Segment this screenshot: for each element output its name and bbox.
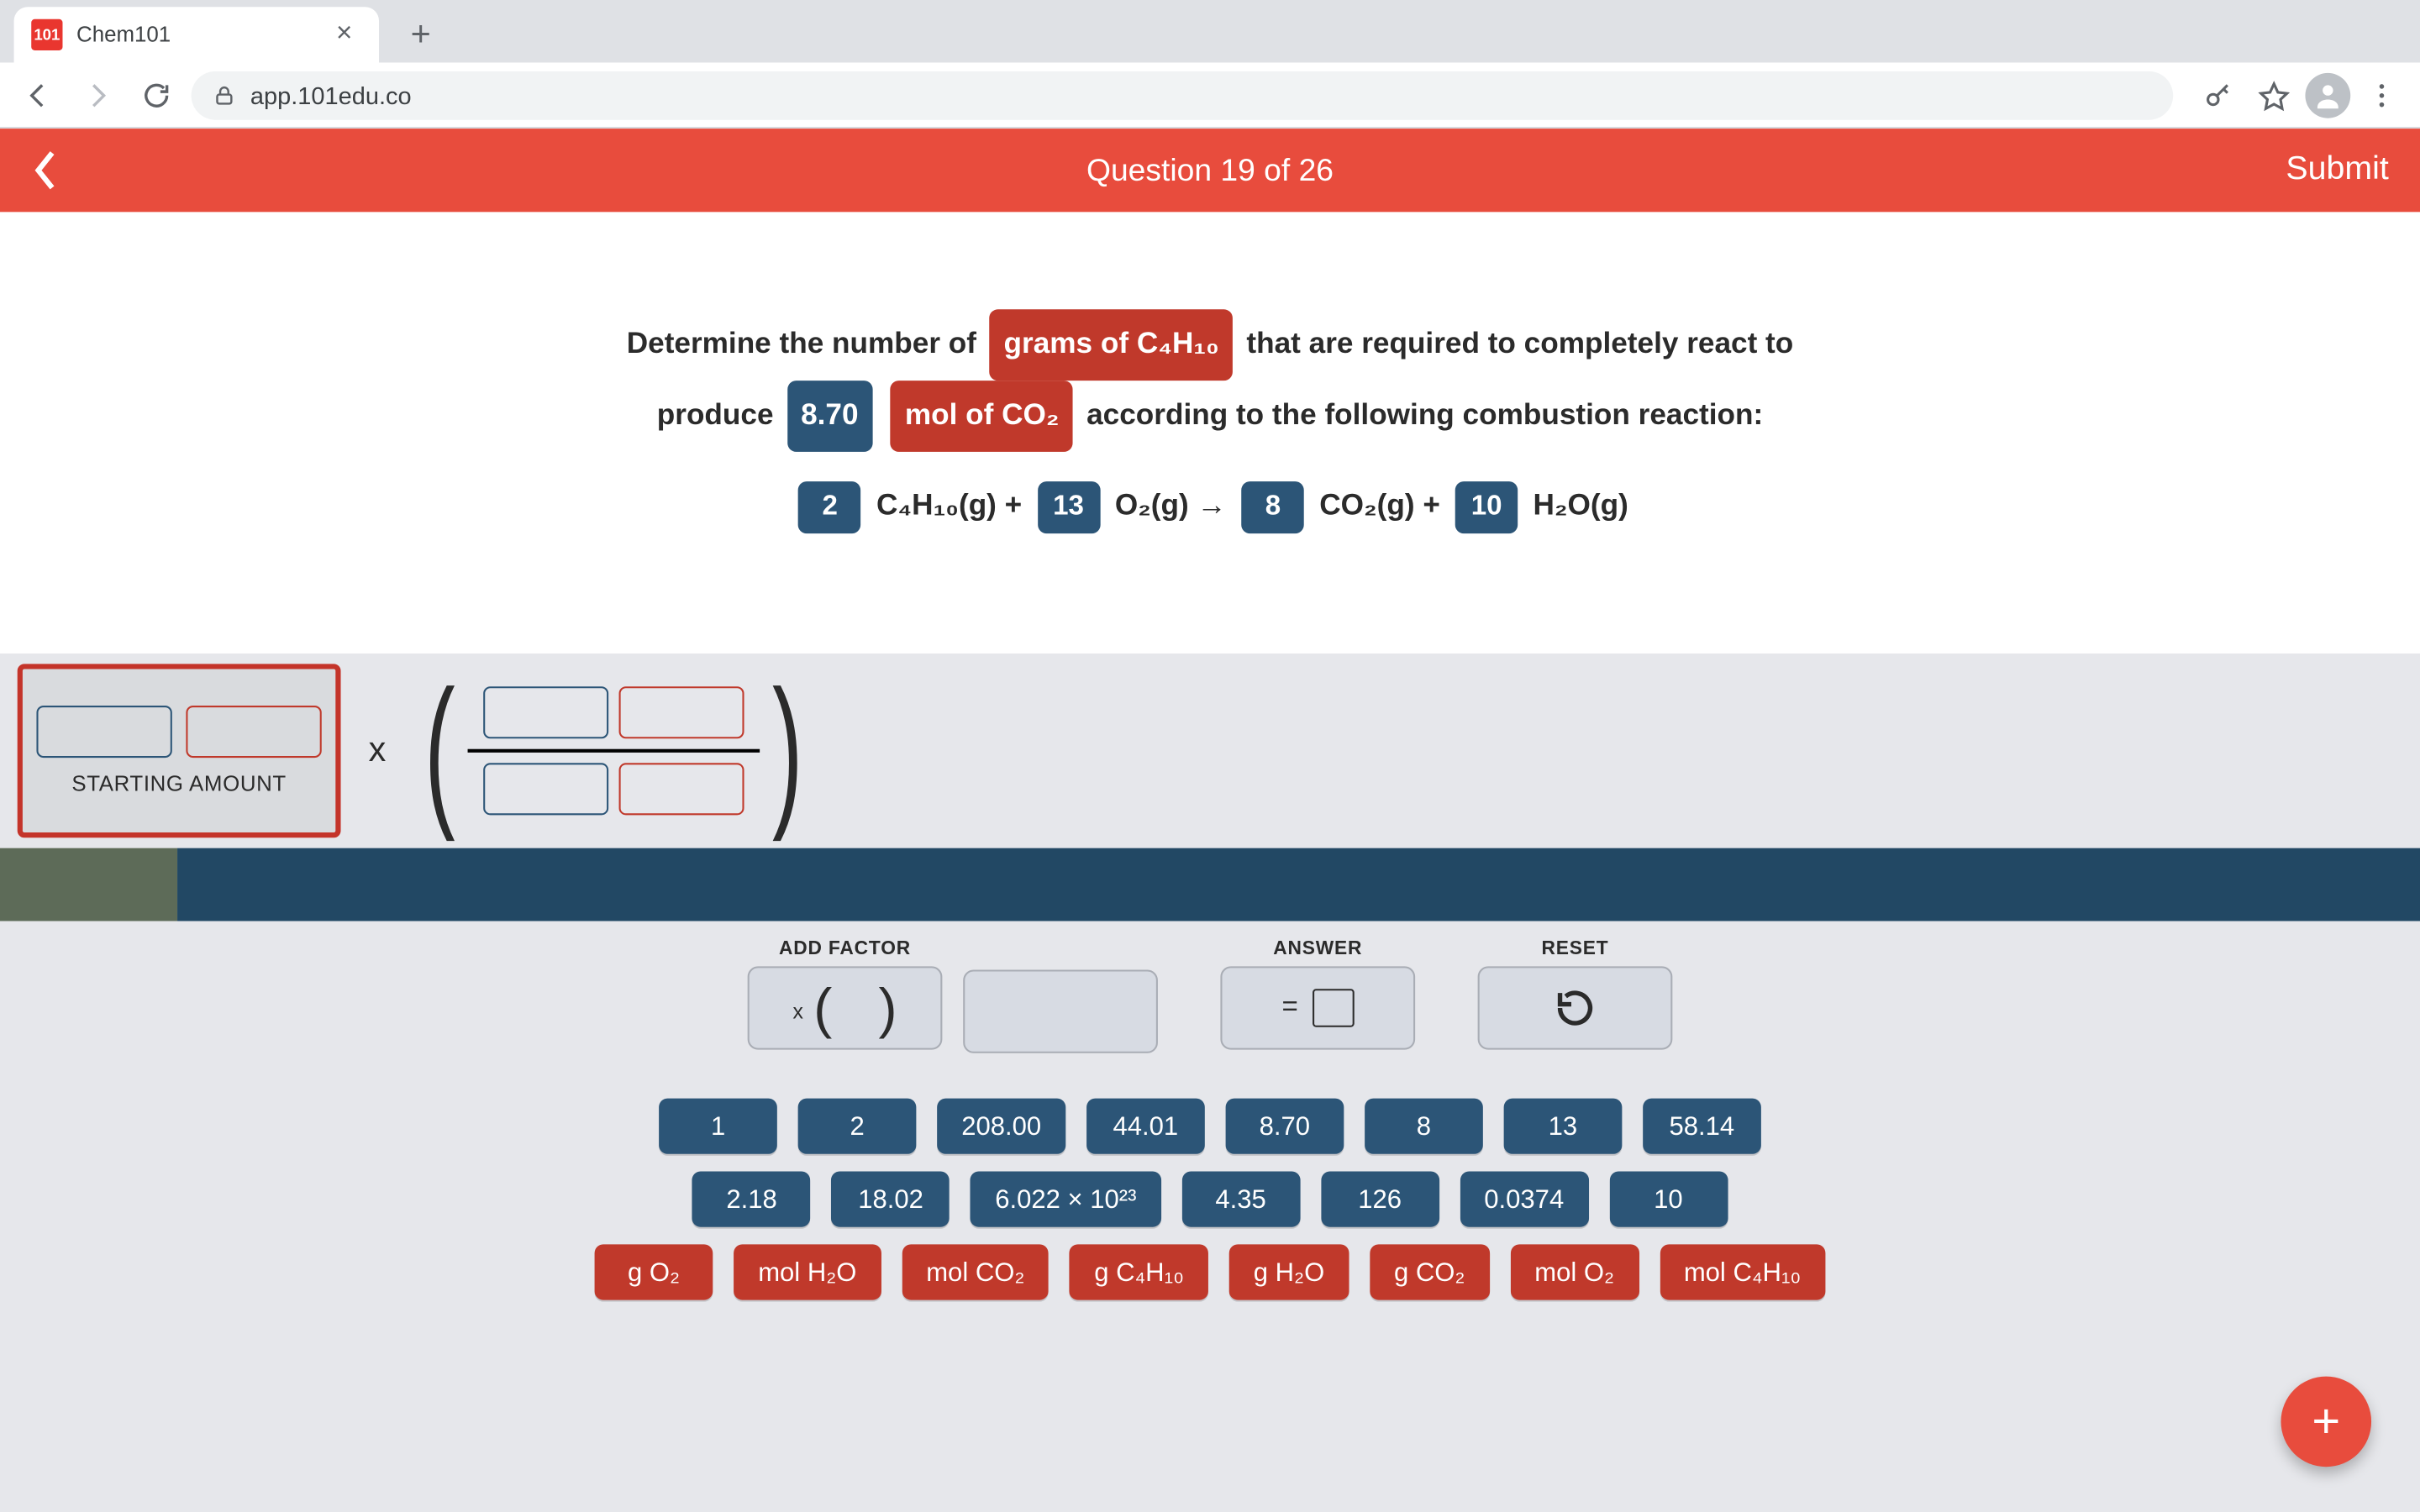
- value-btn[interactable]: 10: [1609, 1171, 1728, 1226]
- value-btn[interactable]: 13: [1504, 1099, 1623, 1154]
- header-back-button[interactable]: [31, 146, 80, 195]
- bookmark-star-icon[interactable]: [2249, 71, 2298, 119]
- unit-btn[interactable]: mol O₂: [1510, 1244, 1639, 1299]
- browser-tabstrip: 101 Chem101 × +: [0, 0, 2420, 62]
- number-row-2: 2.18 18.02 6.022 × 10²³ 4.35 126 0.0374 …: [692, 1171, 1727, 1226]
- starting-unit-slot[interactable]: [186, 706, 321, 758]
- value-btn[interactable]: 2: [798, 1099, 917, 1154]
- nav-forward-button[interactable]: [73, 71, 122, 119]
- equals-symbol: =: [1282, 992, 1298, 1023]
- unit-btn[interactable]: g H₂O: [1229, 1244, 1349, 1299]
- close-tab-icon[interactable]: ×: [330, 21, 358, 49]
- number-row-1: 1 2 208.00 44.01 8.70 8 13 58.14: [659, 1099, 1760, 1154]
- add-factor-label: ADD FACTOR: [748, 938, 943, 959]
- numerator-unit-slot[interactable]: [619, 686, 744, 738]
- value-btn[interactable]: 8: [1365, 1099, 1483, 1154]
- eq-term: O₂(g) →: [1115, 488, 1235, 521]
- question-counter: Question 19 of 26: [1086, 152, 1334, 188]
- value-btn[interactable]: 2.18: [692, 1171, 811, 1226]
- tab-title: Chem101: [76, 23, 171, 47]
- fraction-line: [468, 748, 760, 753]
- value-btn[interactable]: 126: [1321, 1171, 1439, 1226]
- lock-icon: [212, 82, 236, 107]
- paren-left-icon: (: [424, 684, 455, 817]
- profile-avatar[interactable]: [2305, 72, 2350, 118]
- coef-2: 13: [1037, 481, 1099, 533]
- unit-btn[interactable]: g C₄H₁₀: [1070, 1244, 1208, 1299]
- eq-term: C₄H₁₀(g) +: [876, 488, 1030, 521]
- tab-favicon: 101: [31, 19, 62, 50]
- eq-term: H₂O(g): [1534, 488, 1628, 521]
- answer-label: ANSWER: [1273, 938, 1362, 959]
- coef-4: 10: [1455, 481, 1518, 533]
- paren-right-icon: ): [772, 684, 802, 817]
- fab-add-button[interactable]: +: [2281, 1377, 2371, 1467]
- question-line-2: produce 8.70 mol of CO₂ according to the…: [34, 381, 2385, 452]
- value-btn[interactable]: 6.022 × 10²³: [971, 1171, 1160, 1226]
- browser-toolbar: app.101edu.co: [0, 62, 2420, 129]
- value-btn[interactable]: 208.00: [937, 1099, 1065, 1154]
- starting-value-slot[interactable]: [36, 706, 171, 758]
- reset-label: RESET: [1541, 938, 1608, 959]
- q-text: produce: [657, 398, 782, 431]
- password-key-icon[interactable]: [2194, 71, 2243, 119]
- unit-btn[interactable]: mol C₄H₁₀: [1660, 1244, 1825, 1299]
- browser-tab-active[interactable]: 101 Chem101 ×: [14, 7, 379, 62]
- divider-bar: [0, 848, 2420, 921]
- q-text: Determine the number of: [627, 327, 985, 360]
- value-btn[interactable]: 58.14: [1643, 1099, 1761, 1154]
- pill-amount: 8.70: [787, 381, 873, 452]
- pill-target-product: mol of CO₂: [891, 381, 1073, 452]
- browser-menu-icon[interactable]: [2358, 71, 2407, 119]
- denominator-value-slot[interactable]: [483, 764, 608, 816]
- submit-button[interactable]: Submit: [2286, 151, 2388, 190]
- answer-box-icon: [1312, 989, 1354, 1027]
- denominator-unit-slot[interactable]: [619, 764, 744, 816]
- add-factor-button[interactable]: x ( ): [748, 966, 943, 1049]
- question-text: Determine the number of grams of C₄H₁₀ t…: [0, 212, 2420, 654]
- value-btn[interactable]: 8.70: [1225, 1099, 1344, 1154]
- new-tab-button[interactable]: +: [397, 10, 445, 59]
- numerator-value-slot[interactable]: [483, 686, 608, 738]
- question-line-1: Determine the number of grams of C₄H₁₀ t…: [34, 309, 2385, 381]
- url-text: app.101edu.co: [250, 81, 412, 108]
- pill-target-substance: grams of C₄H₁₀: [990, 309, 1233, 381]
- answer-button[interactable]: =: [1220, 966, 1415, 1049]
- conversion-factor[interactable]: ( ): [413, 667, 813, 834]
- unit-btn[interactable]: mol CO₂: [902, 1244, 1049, 1299]
- coef-1: 2: [798, 481, 860, 533]
- unit-btn[interactable]: mol H₂O: [734, 1244, 881, 1299]
- value-btn[interactable]: 4.35: [1181, 1171, 1300, 1226]
- controls-panel: ADD FACTOR x ( ) ANSWER =: [0, 921, 2420, 1512]
- starting-amount-label: STARTING AMOUNT: [71, 772, 287, 796]
- app-header: Question 19 of 26 Submit: [0, 129, 2420, 212]
- eq-term: CO₂(g) +: [1319, 488, 1448, 521]
- factor-strip: STARTING AMOUNT x (: [0, 654, 2420, 848]
- q-text: that are required to completely react to: [1246, 327, 1793, 360]
- blank-pad-button[interactable]: [963, 969, 1158, 1053]
- nav-reload-button[interactable]: [132, 71, 181, 119]
- unit-row: g O₂ mol H₂O mol CO₂ g C₄H₁₀ g H₂O g CO₂…: [595, 1244, 1826, 1299]
- value-btn[interactable]: 44.01: [1086, 1099, 1205, 1154]
- value-btn[interactable]: 18.02: [832, 1171, 950, 1226]
- reset-button[interactable]: [1478, 966, 1673, 1049]
- coef-3: 8: [1242, 481, 1304, 533]
- undo-icon: [1553, 985, 1598, 1031]
- q-text: according to the following combustion re…: [1086, 398, 1763, 431]
- value-btn[interactable]: 0.0374: [1460, 1171, 1588, 1226]
- nav-back-button[interactable]: [14, 71, 63, 119]
- starting-amount-box[interactable]: STARTING AMOUNT: [18, 664, 341, 837]
- unit-btn[interactable]: g CO₂: [1370, 1244, 1489, 1299]
- times-symbol: x: [369, 731, 387, 771]
- address-bar[interactable]: app.101edu.co: [192, 71, 2174, 119]
- unit-btn[interactable]: g O₂: [595, 1244, 713, 1299]
- equation: 2 C₄H₁₀(g) + 13 O₂(g) → 8 CO₂(g) + 10 H₂…: [34, 476, 2385, 535]
- value-btn[interactable]: 1: [659, 1099, 777, 1154]
